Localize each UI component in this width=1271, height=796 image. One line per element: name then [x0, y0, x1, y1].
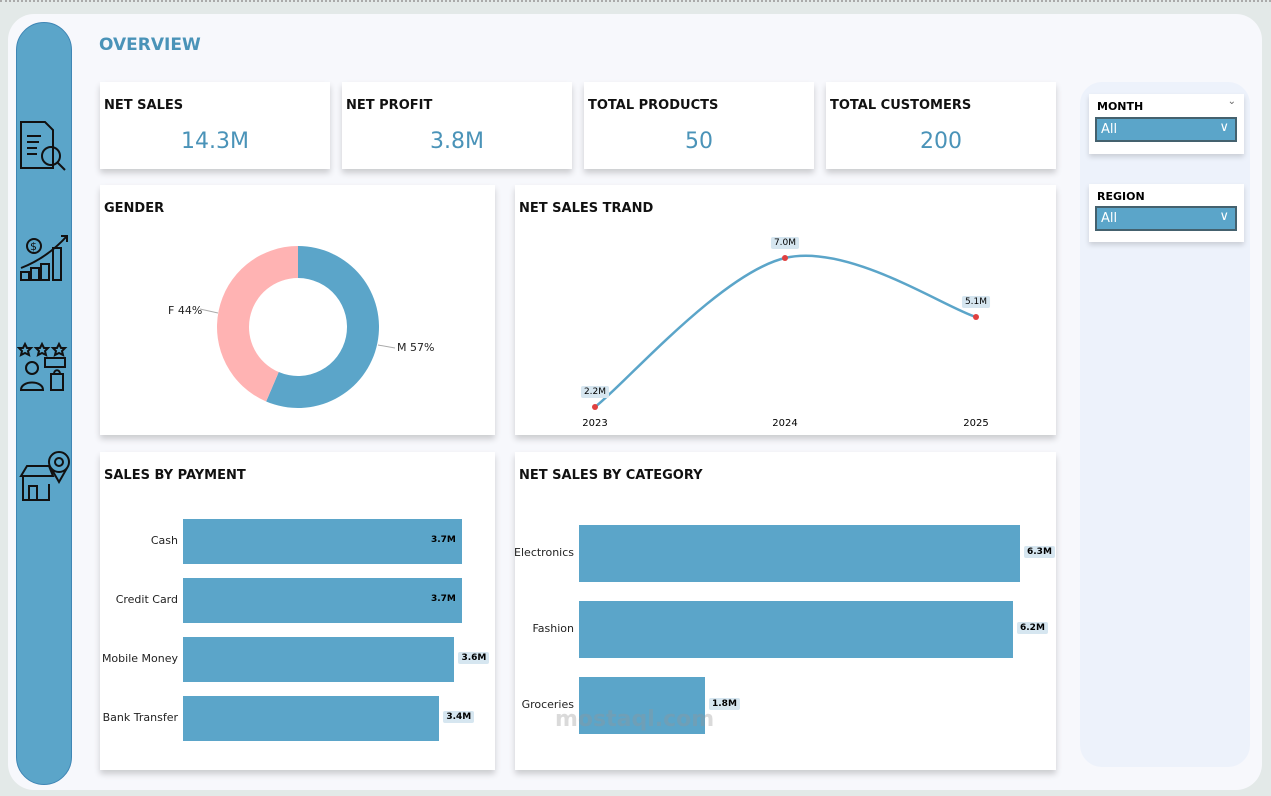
category-label: Credit Card — [115, 593, 178, 606]
trend-line-chart: 2.2M 2023 7.0M 2024 5.1M 2025 — [580, 237, 991, 429]
category-label: Bank Transfer — [102, 711, 178, 724]
report-search-icon[interactable] — [17, 118, 73, 174]
data-label: 1.8M — [709, 698, 740, 710]
trend-line — [594, 254, 977, 408]
svg-text:$: $ — [30, 240, 37, 253]
data-label: 3.7M — [430, 535, 456, 545]
chart-title: NET SALES BY CATEGORY — [519, 468, 703, 483]
bar[interactable] — [183, 518, 462, 564]
bar[interactable] — [579, 676, 705, 734]
sales-trend-card: NET SALES TRAND 2.2M 2023 7.0M 2024 5.1M 2025 — [515, 185, 1056, 435]
month-slicer: MONTH ⌄ All ∨ — [1089, 94, 1244, 154]
region-slicer: REGION All ∨ — [1089, 184, 1244, 242]
data-label: 6.2M — [1017, 622, 1048, 634]
bar[interactable] — [183, 636, 455, 682]
kpi-value: 200 — [920, 129, 962, 154]
page-title: OVERVIEW — [99, 35, 201, 55]
chart-title: SALES BY PAYMENT — [104, 468, 246, 483]
store-location-icon[interactable] — [17, 448, 73, 504]
data-label-bg — [770, 237, 800, 250]
category-chart-card: NET SALES BY CATEGORY Electronics 6.3M Fas… — [514, 452, 1056, 770]
data-label-bg — [580, 386, 610, 399]
data-point[interactable] — [973, 313, 979, 320]
slice-label-m: M 57% — [397, 341, 435, 354]
category-label: Fashion — [532, 622, 574, 635]
kpi-value: 14.3M — [181, 129, 249, 154]
kpi-card-net-sales: NET SALES 14.3M — [100, 82, 330, 169]
kpi-card-total-products: TOTAL PRODUCTS 50 — [584, 82, 814, 169]
bar[interactable] — [183, 577, 462, 623]
region-dropdown[interactable]: All ∨ — [1095, 206, 1237, 231]
slice-label-f: F 44% — [168, 304, 203, 317]
gender-donut — [199, 246, 396, 408]
region-value: All — [1101, 211, 1118, 226]
kpi-label: NET PROFIT — [346, 98, 433, 113]
watermark-logo: mostaql.com — [555, 707, 715, 732]
donut-slice[interactable] — [217, 246, 298, 402]
category-label: Cash — [150, 534, 178, 547]
bar[interactable] — [579, 600, 1013, 658]
data-label: 6.3M — [1024, 546, 1055, 558]
month-dropdown[interactable]: All ∨ — [1095, 117, 1237, 142]
kpi-label: NET SALES — [104, 98, 184, 113]
chevron-down-icon[interactable]: ⌄ — [1227, 96, 1236, 107]
leader-line — [377, 344, 396, 349]
x-tick-label: 2024 — [772, 418, 797, 429]
gender-chart-card: GENDER F 44% M 57% — [100, 185, 495, 435]
category-label: Electronics — [514, 546, 574, 559]
donut-slice[interactable] — [266, 246, 380, 408]
data-point[interactable] — [592, 404, 598, 411]
data-label-bg — [961, 295, 991, 308]
chart-title: NET SALES TRAND — [519, 201, 654, 216]
data-label: 3.6M — [458, 652, 490, 664]
data-label: 3.7M — [430, 594, 456, 604]
month-value: All — [1101, 122, 1118, 137]
kpi-card-total-customers: TOTAL CUSTOMERS 200 — [826, 82, 1056, 169]
bar[interactable] — [579, 524, 1020, 582]
category-label: Mobile Money — [101, 652, 178, 665]
sidebar: $ — [16, 22, 72, 785]
kpi-value: 3.8M — [430, 129, 484, 154]
data-label: 3.4M — [443, 711, 475, 723]
x-tick-label: 2025 — [963, 418, 988, 429]
bar[interactable] — [183, 695, 440, 741]
region-label: REGION — [1097, 190, 1145, 203]
data-label: 7.0M — [774, 238, 796, 248]
chevron-down-icon: ∨ — [1219, 209, 1229, 224]
chevron-down-icon: ∨ — [1219, 120, 1229, 135]
customer-rating-icon[interactable] — [17, 338, 73, 394]
chart-title: GENDER — [104, 201, 165, 216]
payment-chart-card: SALES BY PAYMENT Cash 3.7M Credit Card 3.7M… — [100, 452, 495, 770]
kpi-card-net-profit: NET PROFIT 3.8M — [342, 82, 572, 169]
data-label: 5.1M — [965, 297, 987, 307]
data-point[interactable] — [782, 255, 788, 262]
sales-growth-icon[interactable]: $ — [17, 228, 73, 284]
x-tick-label: 2023 — [582, 418, 607, 429]
kpi-label: TOTAL PRODUCTS — [588, 98, 719, 113]
leader-line — [199, 308, 219, 314]
data-label: 2.2M — [584, 387, 606, 397]
month-label: MONTH — [1097, 100, 1144, 113]
kpi-label: TOTAL CUSTOMERS — [830, 98, 972, 113]
kpi-value: 50 — [685, 129, 713, 154]
category-label: Groceries — [521, 698, 574, 711]
